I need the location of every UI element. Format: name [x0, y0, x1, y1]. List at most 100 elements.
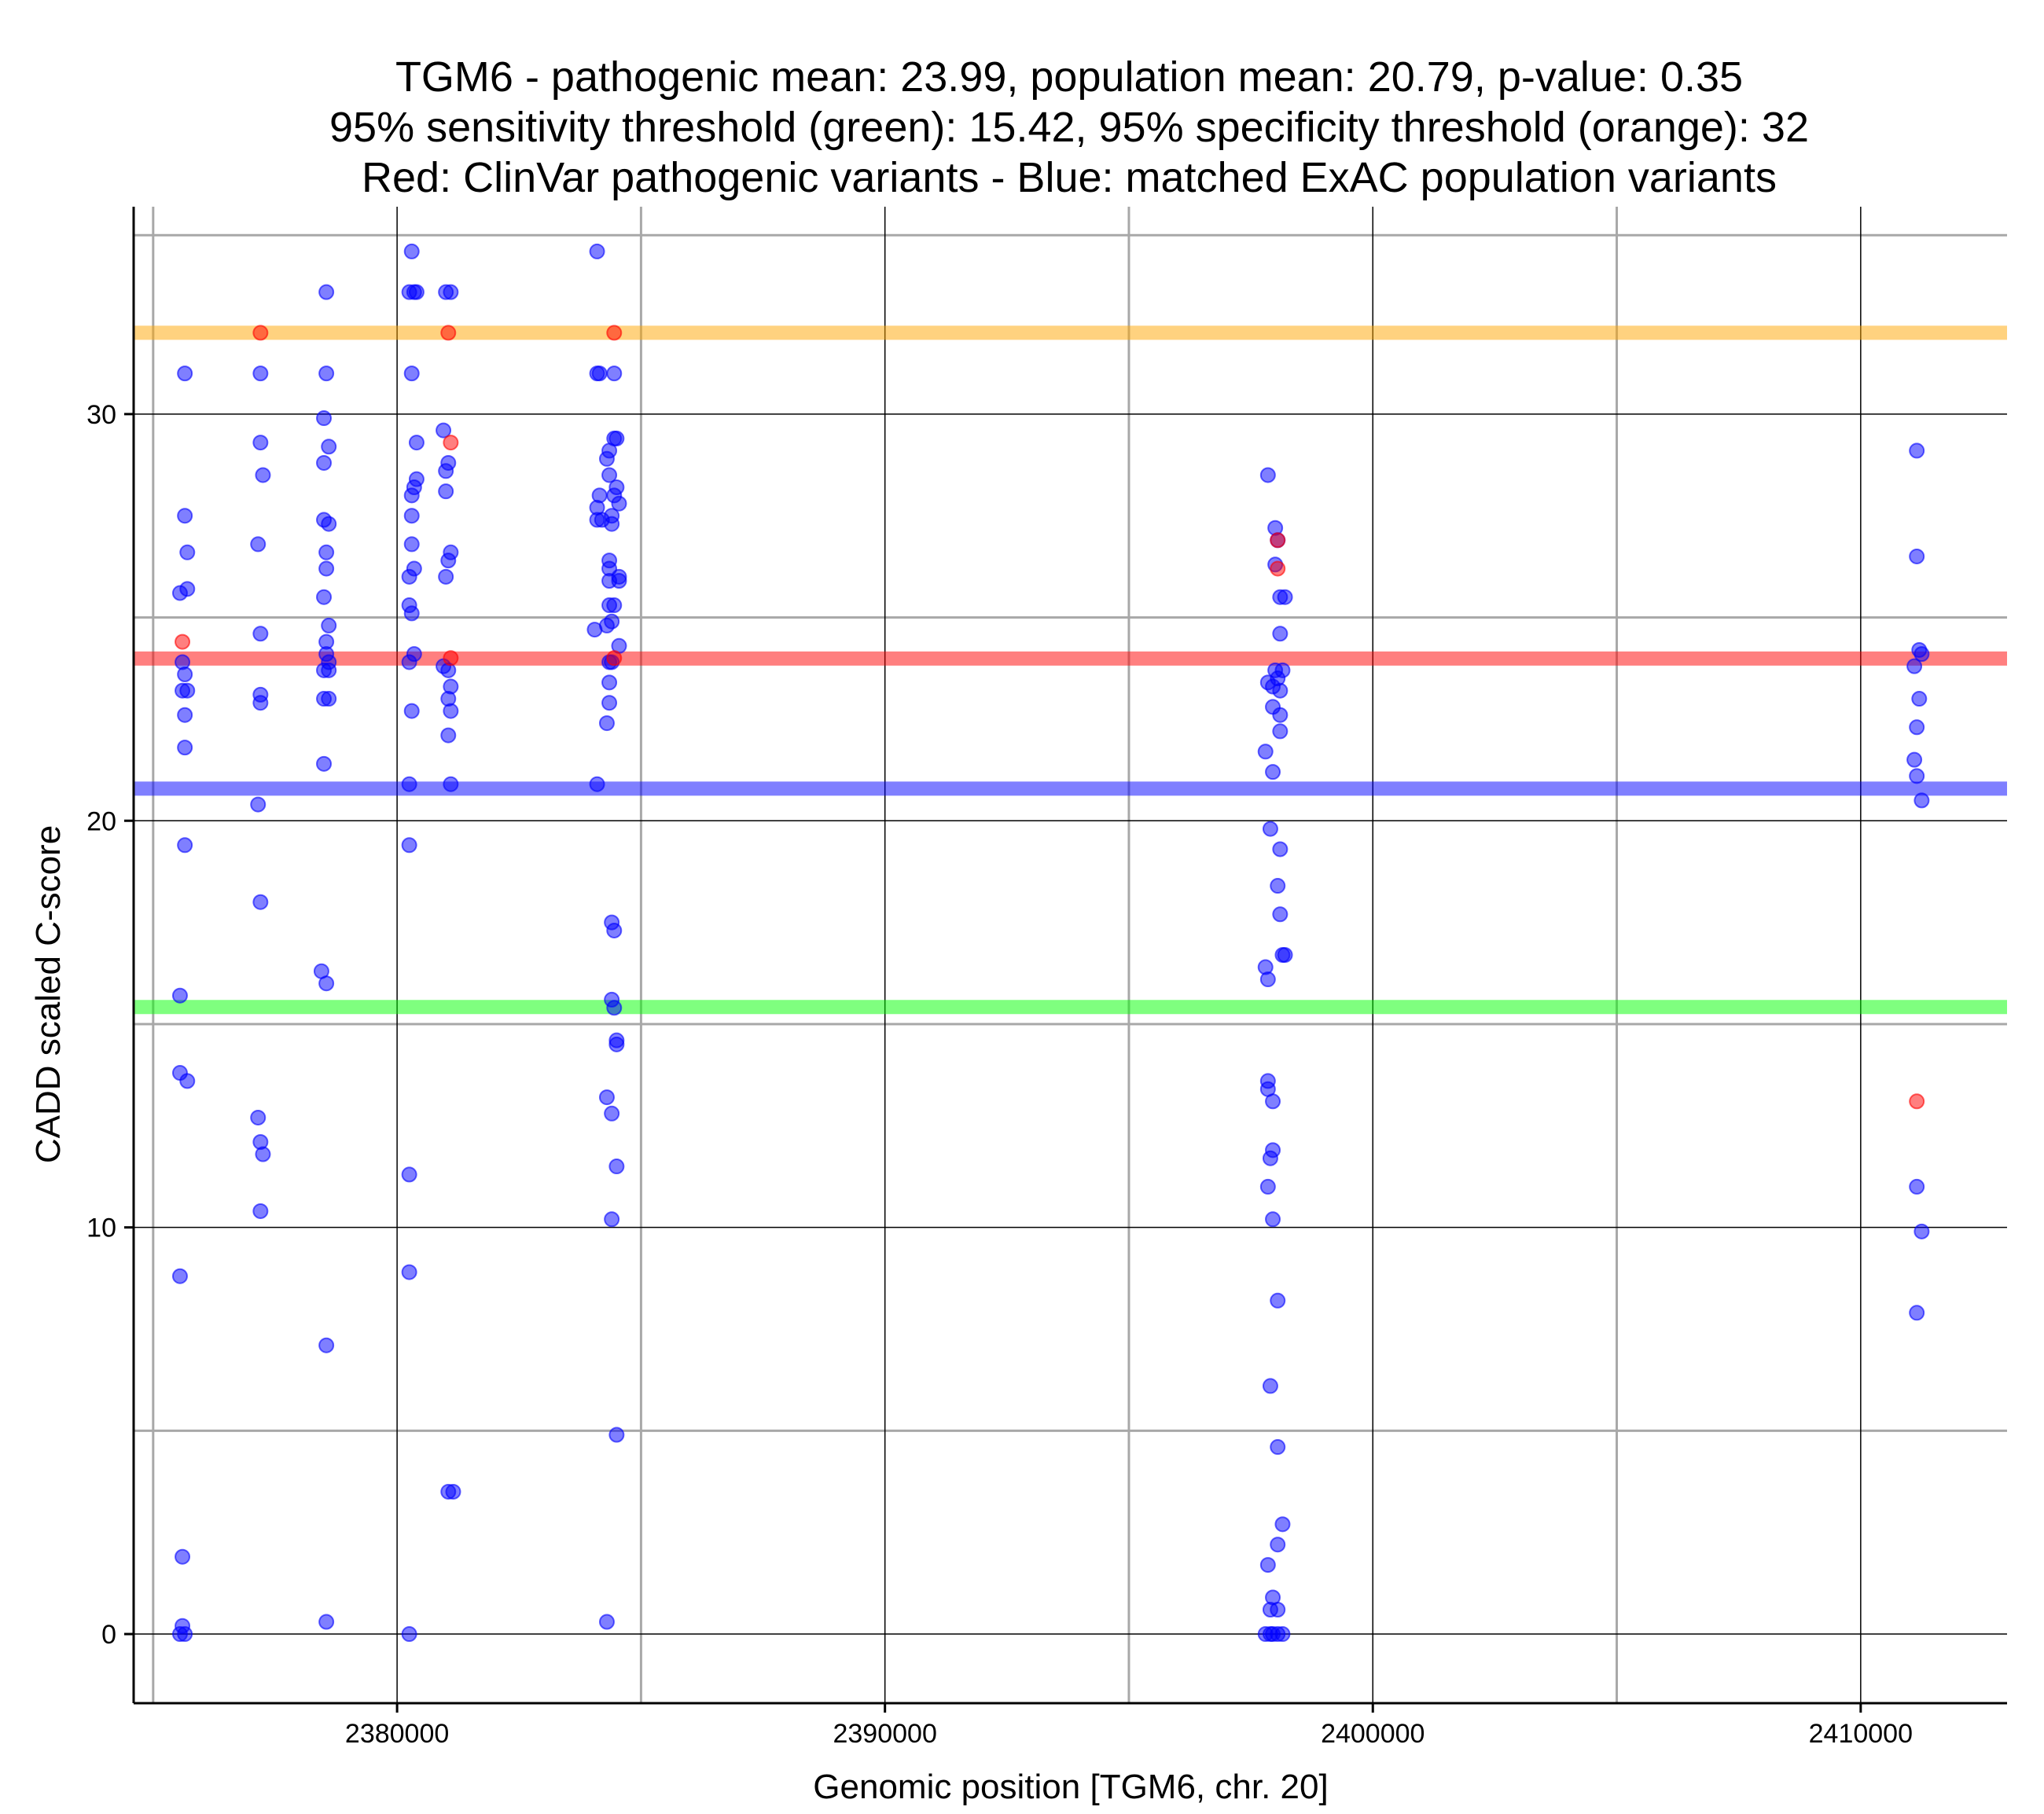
population-variant-point [177, 1626, 193, 1643]
population-variant-point [1272, 906, 1289, 923]
population-variant-point [403, 703, 420, 719]
population-variant-point [252, 626, 269, 642]
population-variant-point [1277, 947, 1293, 963]
population-variant-point [171, 1268, 188, 1284]
population-variant-point [318, 284, 335, 300]
plot-area [132, 207, 2007, 1705]
y-tick-label: 20 [86, 806, 116, 836]
pathogenic-variant-point [1270, 532, 1286, 549]
population-variant-point [1259, 1557, 1276, 1573]
chart-title-line-3: Red: ClinVar pathogenic variants - Blue:… [362, 154, 1777, 201]
population-variant-point [403, 536, 420, 553]
population-variant-point [177, 666, 193, 682]
population-variant-point [321, 617, 337, 633]
population-variant-point [177, 707, 193, 723]
y-tick-label: 10 [86, 1214, 116, 1243]
population-variant-point [1274, 1516, 1291, 1533]
population-variant-point [589, 776, 605, 792]
population-variant-point [177, 740, 193, 756]
population-variant-point [598, 450, 615, 467]
population-variant-point [318, 365, 335, 382]
population-variant-point [179, 682, 196, 699]
population-variant-point [1262, 821, 1278, 837]
population-variant-point [179, 1073, 196, 1089]
population-variant-point [598, 1614, 615, 1630]
gridlines [134, 207, 2007, 1703]
y-axis-title: CADD scaled C-score [29, 825, 68, 1163]
pathogenic-variant-point [443, 650, 459, 666]
population-variant-point [608, 430, 625, 446]
population-variant-point [401, 1264, 417, 1280]
population-variant-point [604, 516, 620, 532]
population-variant-point [401, 776, 417, 792]
population-variant-point [611, 573, 627, 589]
population-variant-point [606, 1000, 623, 1016]
population-variant-point [601, 674, 618, 691]
population-variant-point [589, 243, 605, 259]
pathogenic-variant-point [1270, 560, 1286, 577]
chart-title-line-1: TGM6 - pathogenic mean: 23.99, populatio… [395, 53, 1743, 101]
population-variant-point [1911, 691, 1928, 707]
population-variant-point [1270, 1292, 1286, 1309]
population-variant-point [608, 1159, 625, 1175]
population-variant-point [250, 1109, 267, 1125]
population-variant-point [1909, 548, 1925, 564]
population-variant-point [316, 454, 333, 471]
population-variant-point [318, 544, 335, 560]
population-variant-point [1259, 1178, 1276, 1195]
population-variant-point [1257, 744, 1274, 760]
population-variant-point [440, 727, 457, 744]
population-variant-point [1274, 662, 1291, 678]
population-variant-point [250, 796, 267, 813]
population-variant-point [608, 1036, 625, 1052]
x-tick-label: 2380000 [345, 1719, 449, 1749]
population-variant-point [598, 1089, 615, 1106]
population-variant-point [401, 654, 417, 670]
population-variant-point [1909, 719, 1925, 736]
population-variant-point [1272, 723, 1289, 740]
population-variant-point [401, 837, 417, 854]
population-variant-point [408, 435, 425, 451]
population-variant-point [252, 1203, 269, 1219]
population-variant-point [318, 1337, 335, 1353]
population-variant-point [591, 365, 608, 382]
pathogenic-variant-point [175, 633, 191, 650]
population-variant-point [1277, 589, 1293, 605]
population-variant-point [604, 1105, 620, 1122]
x-axis-title: Genomic position [TGM6, chr. 20] [813, 1768, 1328, 1806]
population-variant-point [408, 284, 425, 300]
population-variant-point [1909, 1178, 1925, 1195]
y-axis-ticks: 0 10 20 30 [86, 400, 134, 1650]
population-variant-point [321, 439, 337, 455]
population-variant-point [1272, 626, 1289, 642]
population-variant-point [321, 662, 337, 678]
population-variant-point [252, 365, 269, 382]
population-variant-point [445, 1483, 461, 1500]
population-variant-point [321, 516, 337, 532]
y-tick-label: 0 [101, 1620, 116, 1650]
population-variant-point [252, 894, 269, 910]
population-variant-point [604, 1211, 620, 1228]
pathogenic-variant-point [440, 325, 457, 341]
population-variant-point [403, 243, 420, 259]
population-variant-point [1913, 646, 1930, 663]
population-variant-point [1265, 1211, 1281, 1228]
x-tick-label: 2400000 [1321, 1719, 1425, 1749]
population-variant-point [318, 1614, 335, 1630]
population-variant-point [179, 544, 196, 560]
population-variant-point [586, 622, 603, 638]
population-variant-point [598, 715, 615, 732]
population-variant-point [1272, 682, 1289, 699]
population-variant-point [436, 422, 452, 439]
population-variant-point [252, 695, 269, 711]
population-variant-point [1272, 707, 1289, 723]
population-variant-point [1259, 971, 1276, 988]
pathogenic-variant-point [252, 325, 269, 341]
pathogenic-variant-point [606, 325, 623, 341]
population-variant-point [606, 922, 623, 938]
population-variant-point [318, 560, 335, 577]
population-variant-point [1262, 1150, 1278, 1166]
x-axis-ticks: 2380000 2390000 2400000 2410000 [345, 1703, 1913, 1749]
pathogenic-variant-point [443, 435, 459, 451]
